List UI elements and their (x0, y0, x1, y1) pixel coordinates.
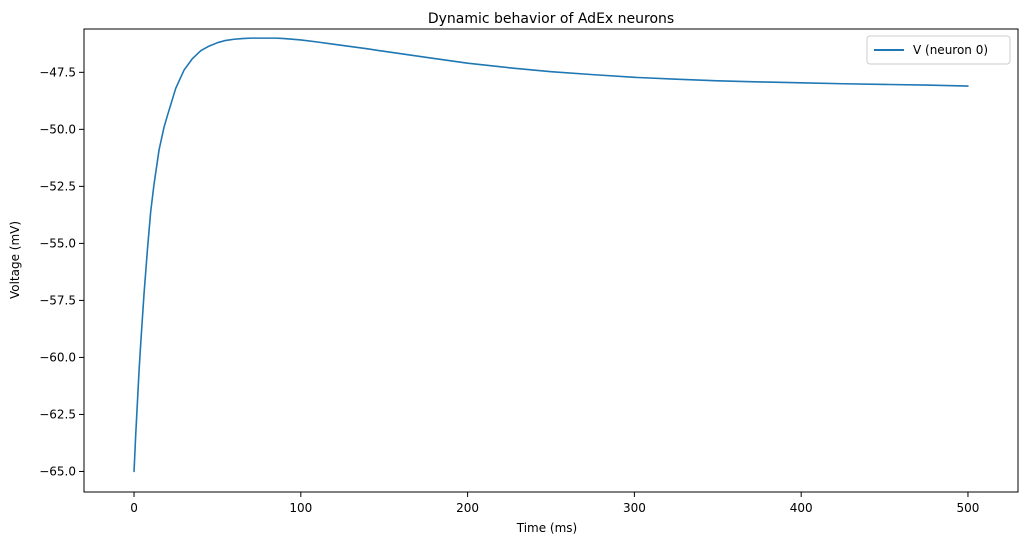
x-tick-label: 300 (623, 501, 646, 515)
x-axis: 0 100 200 300 400 500 (130, 492, 979, 515)
x-tick-label: 0 (130, 501, 138, 515)
chart-title: Dynamic behavior of AdEx neurons (428, 11, 674, 27)
y-tick-label: −50.0 (39, 122, 76, 136)
x-tick-label: 400 (790, 501, 813, 515)
x-tick-label: 200 (456, 501, 479, 515)
y-tick-label: −52.5 (39, 179, 76, 193)
legend: V (neuron 0) (866, 35, 1011, 65)
x-axis-title: Time (ms) (516, 521, 578, 535)
x-tick-label: 100 (289, 501, 312, 515)
y-tick-label: −65.0 (39, 464, 76, 478)
y-tick-label: −57.5 (39, 293, 76, 307)
series-line-0 (133, 37, 969, 473)
plot-frame (83, 28, 1019, 493)
legend-box (866, 35, 1011, 65)
y-tick-label: −47.5 (39, 65, 76, 79)
x-tick-label: 500 (957, 501, 980, 515)
y-tick-label: −55.0 (39, 236, 76, 250)
y-tick-label: −60.0 (39, 350, 76, 364)
y-axis-title: Voltage (mV) (8, 221, 22, 299)
y-tick-label: −62.5 (39, 407, 76, 421)
series-layer (133, 37, 969, 473)
legend-label: V (neuron 0) (913, 43, 988, 57)
y-axis: −65.0 −62.5 −60.0 −57.5 −55.0 −52.5 −50.0 −47.5 (39, 65, 84, 478)
